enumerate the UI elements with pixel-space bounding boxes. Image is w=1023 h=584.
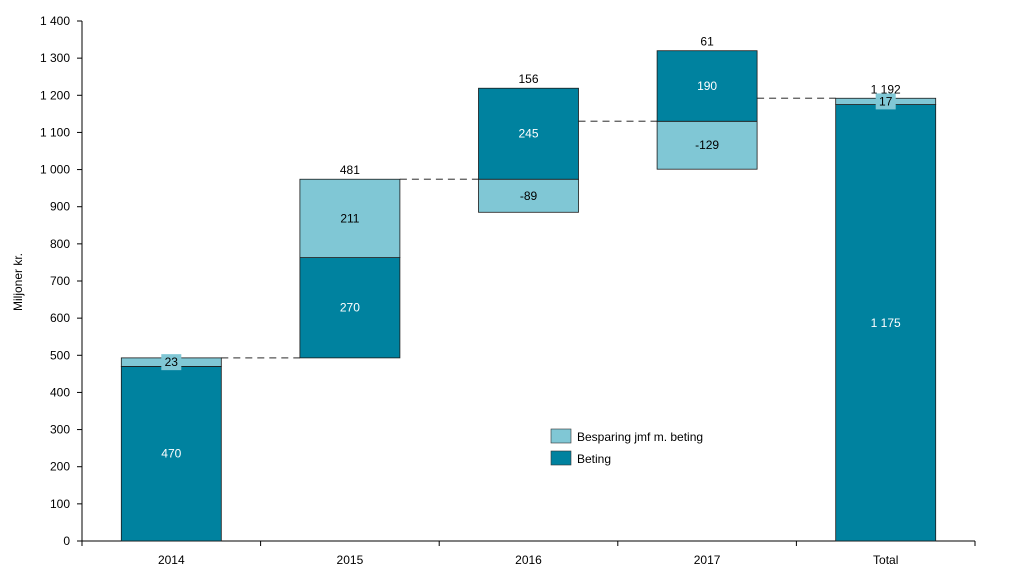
y-tick-label: 0 — [63, 534, 70, 548]
y-tick-label: 1 200 — [40, 88, 70, 102]
y-tick-label: 100 — [50, 497, 70, 511]
x-tick-label: Total — [873, 553, 898, 567]
bar-total-label: 61 — [700, 35, 714, 49]
x-axis: 2014 2015 2016 2017 Total — [81, 540, 976, 567]
legend: Besparing jmf m. beting Beting — [550, 428, 703, 466]
y-tick-label: 1 300 — [40, 51, 70, 65]
y-tick-label: 200 — [50, 460, 70, 474]
y-tick-label: 900 — [50, 200, 70, 214]
y-axis-title: Miljoner kr. — [11, 253, 25, 311]
bar-segment-label: 17 — [879, 94, 893, 108]
x-tick-label: 2015 — [337, 553, 364, 567]
y-tick-label: 500 — [50, 348, 70, 362]
legend-swatch-besparing — [550, 428, 572, 444]
y-tick-label: 300 — [50, 423, 70, 437]
bar-total-label: 1 192 — [871, 82, 901, 96]
legend-label-besparing: Besparing jmf m. beting — [577, 430, 703, 444]
bar-segment — [656, 50, 758, 122]
bar-segment-label: -129 — [695, 138, 719, 152]
bar-total-label: 156 — [518, 72, 538, 86]
bar-segment — [478, 87, 579, 180]
bars — [120, 50, 937, 542]
bar-total-label: 481 — [340, 163, 360, 177]
legend-label-beting: Beting — [577, 452, 611, 466]
connector-lines — [221, 97, 836, 359]
y-tick-label: 600 — [50, 311, 70, 325]
x-tick-label: 2017 — [694, 553, 721, 567]
bar-segment-label: 211 — [340, 211, 359, 225]
legend-swatch-beting — [550, 450, 572, 466]
bar-segment-label: 470 — [161, 447, 181, 461]
y-axis: 0 100 200 300 400 500 600 700 800 900 1 000 1 100 1 … — [40, 14, 83, 548]
bar-segment-label: 245 — [518, 127, 538, 141]
bar-labels: 470 23 270 211 481 -89 245 156 -129 190 61 1 175 171… — [161, 35, 901, 461]
x-tick-label: 2016 — [515, 553, 542, 567]
bar-segment-label: 1 175 — [871, 316, 901, 330]
bar-segment — [299, 178, 401, 259]
x-tick-label: 2014 — [158, 553, 185, 567]
bar-label-bg — [875, 93, 896, 110]
bar-segment-label: 23 — [165, 355, 179, 369]
bar-segment — [478, 178, 579, 213]
bar-label-bg — [161, 354, 182, 371]
y-tick-label: 800 — [50, 237, 70, 251]
bar-segment — [656, 120, 758, 170]
y-tick-label: 400 — [50, 385, 70, 399]
bar-segment-label: 270 — [340, 301, 360, 315]
bar-segment — [835, 104, 937, 542]
bar-segment — [120, 366, 222, 542]
y-tick-label: 1 000 — [40, 163, 70, 177]
bar-segment — [299, 257, 401, 359]
bar-segment-label: -89 — [520, 189, 538, 203]
y-tick-label: 1 400 — [40, 14, 70, 28]
y-tick-label: 700 — [50, 274, 70, 288]
bar-segment-label: 190 — [697, 79, 717, 93]
y-tick-label: 1 100 — [40, 125, 70, 139]
